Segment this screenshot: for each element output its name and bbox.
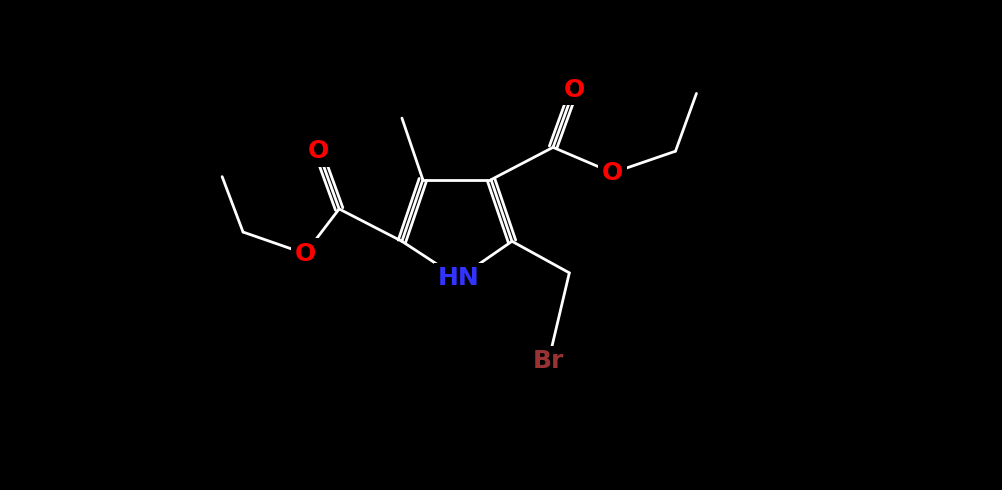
Text: Br: Br	[533, 349, 564, 373]
Text: O: O	[295, 242, 316, 266]
Text: O: O	[308, 139, 329, 163]
Text: O: O	[602, 161, 623, 185]
Text: O: O	[563, 77, 584, 101]
Text: HN: HN	[438, 266, 479, 290]
